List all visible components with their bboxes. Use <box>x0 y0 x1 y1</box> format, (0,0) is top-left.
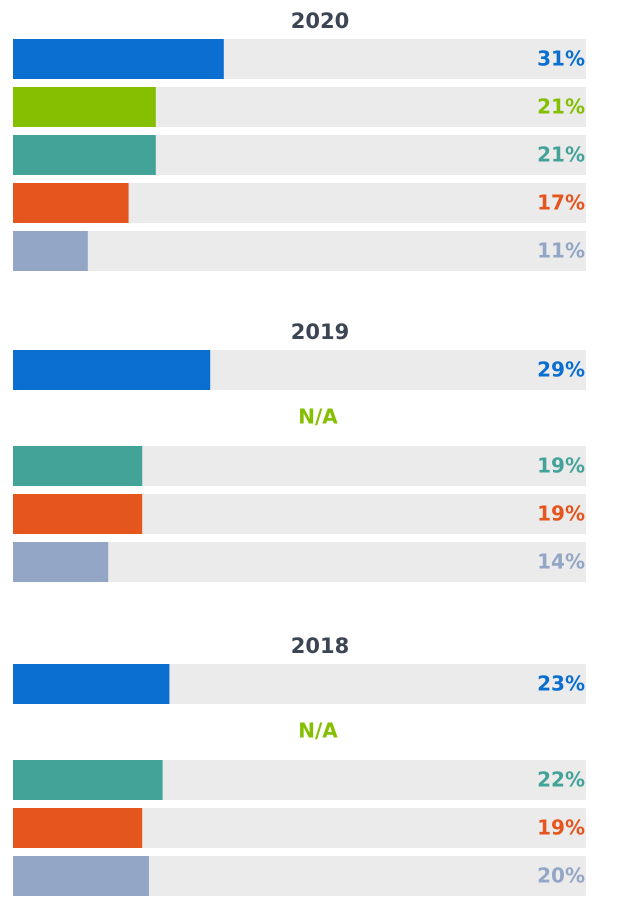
panel-title: 2019 <box>291 320 349 344</box>
value-label: 19% <box>537 502 585 526</box>
bar <box>13 87 156 127</box>
value-label: 21% <box>537 95 585 119</box>
bar-track <box>13 231 586 271</box>
value-label: 22% <box>537 768 585 792</box>
bar-track <box>13 542 586 582</box>
bar <box>13 760 163 800</box>
na-label: N/A <box>298 719 338 743</box>
bar <box>13 664 170 704</box>
panel-title: 2018 <box>291 634 349 658</box>
bar <box>13 350 211 390</box>
value-label: 11% <box>537 239 585 263</box>
value-label: 20% <box>537 864 585 888</box>
bar <box>13 183 129 223</box>
bar <box>13 856 149 896</box>
bar <box>13 446 143 486</box>
value-label: 19% <box>537 816 585 840</box>
bar <box>13 135 156 175</box>
value-label: 14% <box>537 550 585 574</box>
bar <box>13 808 143 848</box>
na-label: N/A <box>298 405 338 429</box>
panel-title: 2020 <box>291 9 349 33</box>
value-label: 19% <box>537 454 585 478</box>
value-label: 17% <box>537 191 585 215</box>
bar <box>13 542 109 582</box>
value-label: 23% <box>537 672 585 696</box>
value-label: 29% <box>537 358 585 382</box>
bar <box>13 494 143 534</box>
bar <box>13 39 224 79</box>
bar <box>13 231 88 271</box>
value-label: 31% <box>537 47 585 71</box>
value-label: 21% <box>537 143 585 167</box>
